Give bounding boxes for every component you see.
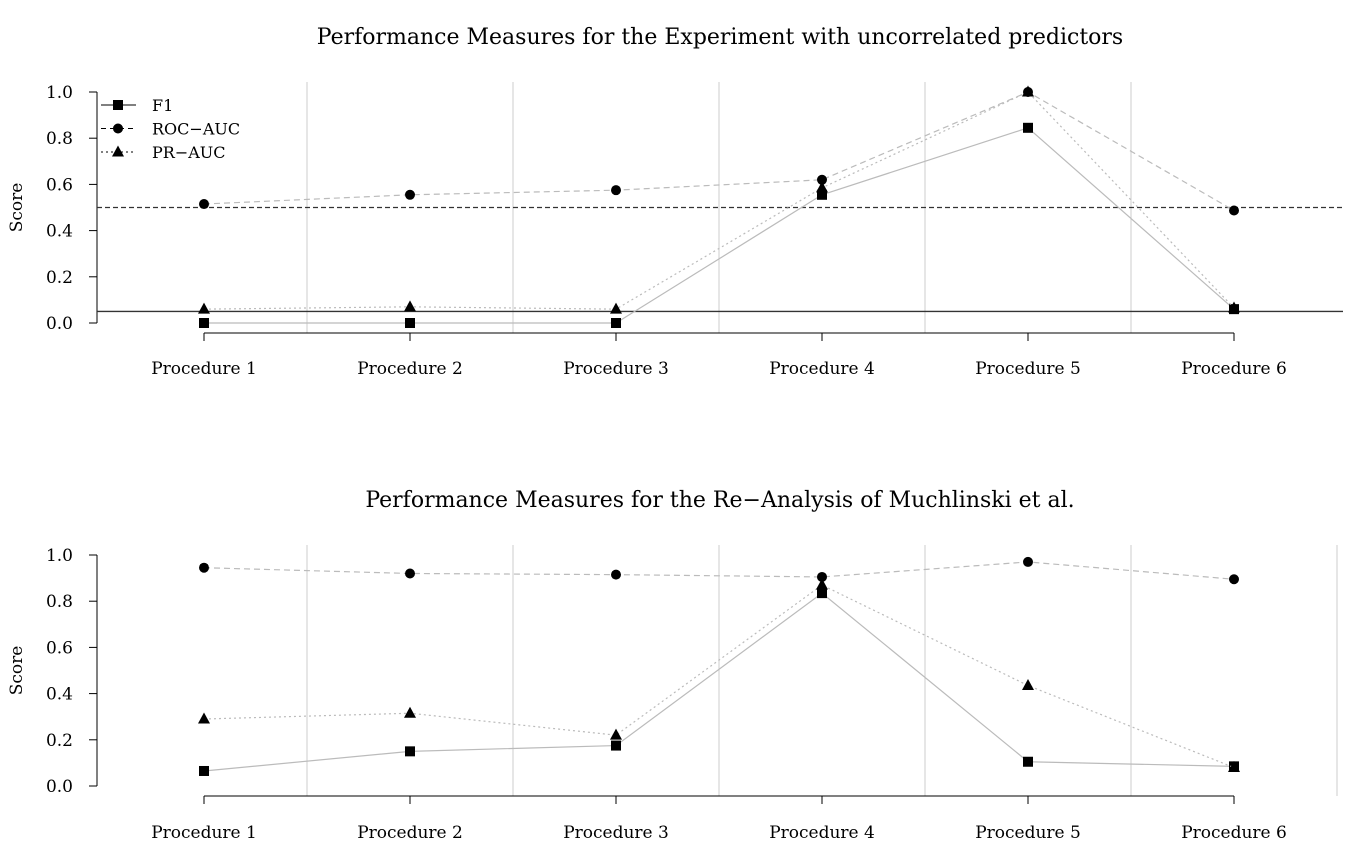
series-line-circle bbox=[203, 561, 1235, 580]
series-line-square bbox=[203, 592, 1235, 772]
legend-label: ROC−AUC bbox=[152, 120, 240, 139]
data-point-triangle-marker bbox=[610, 302, 622, 314]
chart-title: Performance Measures for the Re−Analysis… bbox=[365, 488, 1074, 513]
data-point-square-marker bbox=[611, 740, 621, 751]
chart-panel-uncorrelated: Performance Measures for the Experiment … bbox=[7, 25, 1343, 379]
data-point-triangle-marker bbox=[816, 578, 828, 590]
x-tick-label: Procedure 2 bbox=[357, 359, 463, 379]
data-point-triangle-marker bbox=[198, 302, 210, 314]
data-point-triangle-marker bbox=[1022, 85, 1034, 97]
y-tick-label: 0.6 bbox=[46, 638, 73, 658]
data-point-circle-marker bbox=[817, 174, 827, 185]
x-tick-label: Procedure 1 bbox=[151, 359, 257, 379]
data-point-circle-marker bbox=[611, 185, 621, 196]
y-axis-title: Score bbox=[7, 646, 27, 696]
x-tick-label: Procedure 5 bbox=[975, 823, 1081, 843]
data-point-square-marker bbox=[817, 189, 827, 200]
legend-label: F1 bbox=[152, 96, 173, 115]
data-point-square-marker bbox=[405, 318, 415, 328]
legend-triangle-marker bbox=[112, 145, 124, 157]
x-tick-label: Procedure 6 bbox=[1181, 823, 1287, 843]
x-tick-label: Procedure 4 bbox=[769, 823, 875, 843]
data-point-circle-marker bbox=[1023, 556, 1033, 567]
data-point-square-marker bbox=[405, 746, 415, 757]
x-tick-label: Procedure 3 bbox=[563, 823, 669, 843]
y-tick-label: 0.6 bbox=[46, 175, 73, 195]
x-tick-label: Procedure 5 bbox=[975, 359, 1081, 379]
x-tick-label: Procedure 2 bbox=[357, 823, 463, 843]
chart-title: Performance Measures for the Experiment … bbox=[317, 25, 1123, 50]
data-point-triangle-marker bbox=[404, 300, 416, 312]
y-tick-label: 0.0 bbox=[46, 777, 73, 797]
series-line-square bbox=[204, 127, 1235, 324]
data-point-circle-marker bbox=[405, 568, 415, 579]
y-tick-label: 1.0 bbox=[46, 546, 73, 566]
series-line-triangle bbox=[203, 91, 1235, 310]
legend-circle-marker bbox=[113, 123, 123, 134]
data-point-square-marker bbox=[817, 588, 827, 599]
y-tick-label: 0.0 bbox=[46, 314, 73, 334]
series-line-triangle bbox=[203, 584, 1235, 769]
data-point-circle-marker bbox=[199, 562, 209, 573]
data-point-triangle-marker bbox=[1022, 679, 1034, 691]
data-point-square-marker bbox=[611, 318, 621, 328]
legend: F1 ROC−AUC PR−AUC bbox=[101, 96, 240, 162]
data-point-triangle-marker bbox=[1228, 761, 1240, 773]
y-axis-title: Score bbox=[7, 183, 27, 233]
data-point-triangle-marker bbox=[1228, 301, 1240, 313]
data-point-circle-marker bbox=[199, 199, 209, 210]
data-point-square-marker bbox=[1023, 122, 1033, 133]
legend-label: PR−AUC bbox=[152, 143, 226, 162]
data-point-circle-marker bbox=[405, 189, 415, 200]
y-tick-label: 0.2 bbox=[46, 731, 73, 751]
y-tick-label: 0.8 bbox=[46, 129, 73, 149]
y-tick-label: 0.4 bbox=[46, 222, 73, 242]
data-point-circle-marker bbox=[611, 569, 621, 580]
data-point-circle-marker bbox=[1229, 205, 1239, 216]
data-point-circle-marker bbox=[817, 571, 827, 582]
x-tick-label: Procedure 1 bbox=[151, 823, 257, 843]
data-point-triangle-marker bbox=[816, 181, 828, 193]
data-point-triangle-marker bbox=[198, 712, 210, 724]
y-tick-label: 0.8 bbox=[46, 592, 73, 612]
series-line-circle bbox=[203, 91, 1235, 212]
data-point-triangle-marker bbox=[610, 728, 622, 740]
chart-panel-muchlinski: Performance Measures for the Re−Analysis… bbox=[7, 488, 1338, 843]
y-tick-label: 0.4 bbox=[46, 685, 73, 705]
x-tick-label: Procedure 6 bbox=[1181, 359, 1287, 379]
data-point-square-marker bbox=[1023, 756, 1033, 767]
x-tick-label: Procedure 3 bbox=[563, 359, 669, 379]
data-point-triangle-marker bbox=[404, 706, 416, 718]
y-tick-label: 1.0 bbox=[46, 83, 73, 103]
data-point-square-marker bbox=[199, 318, 209, 328]
data-point-square-marker bbox=[199, 765, 209, 776]
y-tick-label: 0.2 bbox=[46, 268, 73, 288]
x-tick-label: Procedure 4 bbox=[769, 359, 875, 379]
legend-square-marker bbox=[113, 100, 123, 110]
data-point-circle-marker bbox=[1229, 574, 1239, 585]
